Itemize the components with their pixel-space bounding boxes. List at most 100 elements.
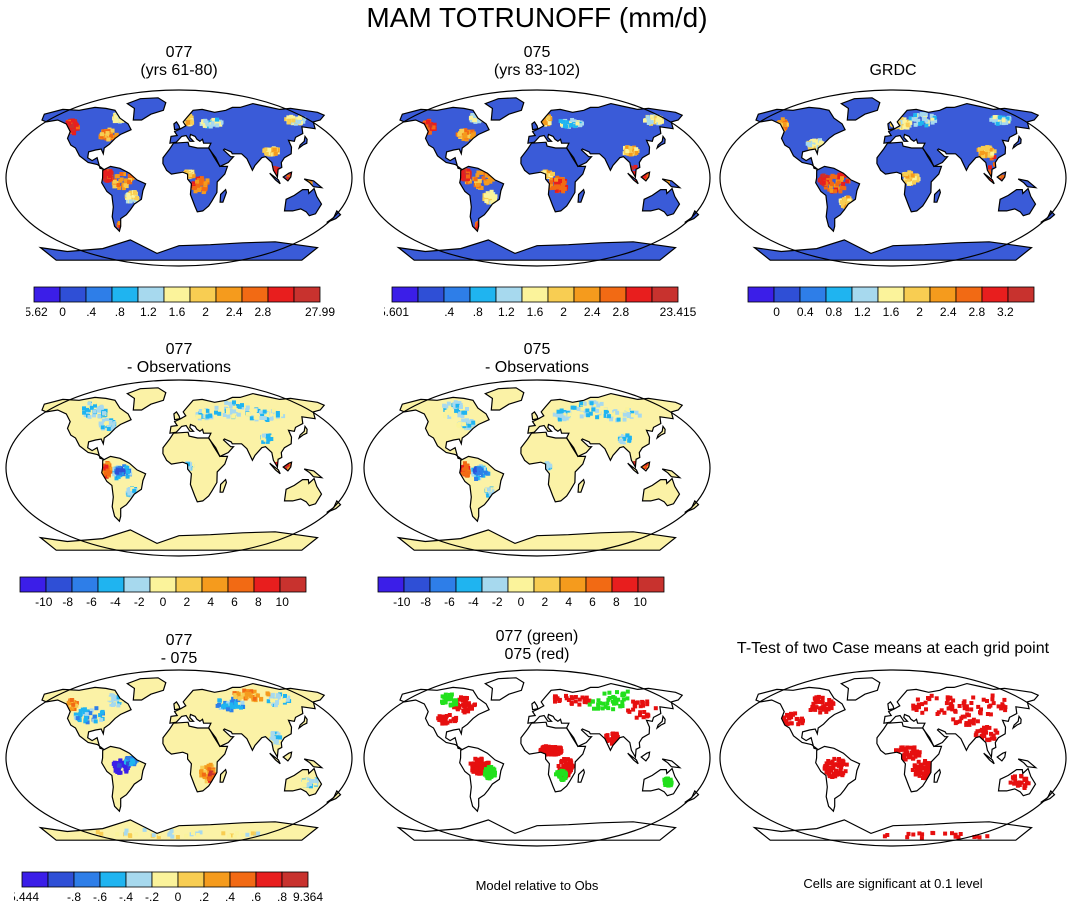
coastline-japan [655, 714, 666, 730]
coastline-sumatra [269, 752, 281, 765]
colorbar-tick-label: 0 [518, 595, 525, 609]
map-border [5, 669, 353, 847]
colorbar-tick-label: -5.601 [384, 305, 409, 319]
coastline-sumatra [983, 752, 995, 765]
coastline-south-america [101, 745, 147, 813]
colorbar-tick-label: -10 [393, 595, 411, 609]
colorbar-tick-label: 6 [231, 595, 238, 609]
coastline-north-america [755, 686, 846, 750]
coastline-north-america [41, 106, 132, 170]
colorbar-tick-label: 2.4 [226, 305, 243, 319]
colorbar-tick-label: -4 [110, 595, 121, 609]
map-border [363, 669, 711, 847]
panel-title-line2: 075 (red) [504, 646, 570, 663]
colorbar-swatch [279, 576, 307, 593]
colorbar-swatch [599, 286, 627, 303]
coastline-australia [997, 187, 1037, 217]
colorbar-swatch [481, 576, 509, 593]
coastline-uk [531, 121, 539, 131]
coastline-antarctica [38, 529, 319, 551]
panel-title-line2: (yrs 61-80) [140, 62, 218, 79]
colorbar-tick-label: -8 [62, 595, 73, 609]
coastline-greenland [126, 677, 167, 701]
colorbar-tick-label: 2 [560, 305, 567, 319]
panel-title-green-red: 077 (green) 075 (red) [362, 628, 712, 664]
coastline-south-america [101, 455, 147, 523]
colorbar-tick-label: -2 [134, 595, 145, 609]
panel-title-line1 [718, 622, 1068, 640]
colorbar-077-075: -5.444 -.8 -.6 -.4 -.2 0 .2 .4 .6 .8 9.364 [14, 871, 323, 904]
coastline-japan [655, 134, 666, 150]
coastline-sumatra [269, 172, 281, 185]
colorbar-swatch [559, 576, 587, 593]
panel-title-line2: GRDC [869, 62, 917, 79]
colorbar-tick-label: 1.6 [883, 305, 900, 319]
map-panel-green-red [362, 668, 712, 848]
coastline-uk [887, 121, 895, 131]
coastline-newguinea [661, 178, 682, 189]
colorbar-swatch [241, 286, 269, 303]
colorbar-tick-label: 8 [613, 595, 620, 609]
coastline-japan [1011, 134, 1022, 150]
panel-title-grdc: GRDC [718, 44, 1068, 80]
colorbar-tick-label: -10 [35, 595, 53, 609]
colorbar-swatch [403, 576, 431, 593]
panel-title-line1 [718, 44, 1068, 62]
map-panel-ttest [718, 668, 1068, 848]
coastline-north-america [399, 686, 490, 750]
colorbar-tick-label: 10 [276, 595, 290, 609]
colorbar-swatch [267, 286, 295, 303]
colorbar-swatch [903, 286, 931, 303]
coastline-japan [655, 424, 666, 440]
coastline-borneo [282, 461, 293, 472]
coastline-europe-asia [883, 102, 1040, 179]
colorbar-tick-label: 2.8 [968, 305, 985, 319]
panel-title-line2: - 075 [160, 650, 198, 667]
coastline-europe-asia [527, 102, 684, 179]
coastline-antarctica [752, 819, 1033, 841]
colorbar-tick-label: 0.4 [797, 305, 814, 319]
colorbar-tick-label: -4 [468, 595, 479, 609]
coastline-africa [876, 721, 943, 793]
coastline-europe-asia [883, 682, 1040, 759]
colorbar-tick-label: .8 [277, 890, 287, 904]
colorbar-swatch [981, 286, 1009, 303]
coastline-sumatra [627, 462, 639, 475]
coastline-sumatra [627, 172, 639, 185]
colorbar-swatch [123, 576, 151, 593]
colorbar-swatch [799, 286, 827, 303]
colorbar-tick-label: -5.62 [26, 305, 48, 319]
coastline-newguinea [1017, 178, 1038, 189]
coastline-antarctica [396, 529, 677, 551]
coastline-australia [641, 767, 681, 797]
colorbar-tick-label: 23.415 [660, 305, 697, 319]
coastline-north-america [755, 106, 846, 170]
world-map-077-minus-075 [5, 669, 353, 847]
coastline-japan [297, 714, 308, 730]
coastline-madagascar [219, 188, 228, 203]
coastline-newguinea [303, 468, 324, 479]
colorbar-swatch [377, 576, 405, 593]
map-border [5, 379, 353, 557]
colorbar-tick-label: 9.364 [293, 890, 323, 904]
coastline-australia [641, 187, 681, 217]
colorbar-tick-label: -2 [492, 595, 503, 609]
coastline-australia [641, 477, 681, 507]
colorbar-tick-label: 1.2 [854, 305, 871, 319]
colorbar-tick-label: 0 [773, 305, 780, 319]
colorbar-swatch [189, 286, 217, 303]
colorbar-swatch [585, 576, 613, 593]
map-border [5, 89, 353, 267]
coastline-antarctica [38, 819, 319, 841]
panel-title-ttest: T-Test of two Case means at each grid po… [718, 622, 1068, 658]
colorbar-tick-label: .8 [115, 305, 125, 319]
map-panel-grdc [718, 88, 1068, 268]
coastline-borneo [640, 751, 651, 762]
coastline-australia [997, 767, 1037, 797]
colorbar-swatch [215, 286, 243, 303]
colorbar-075-obs: -10 -8 -6 -4 -2 0 2 4 6 8 10 [377, 576, 665, 609]
colorbar-tick-label: -5.444 [14, 890, 39, 904]
coastline-uk [173, 121, 181, 131]
coastline-africa [876, 141, 943, 213]
coastline-madagascar [219, 478, 228, 493]
